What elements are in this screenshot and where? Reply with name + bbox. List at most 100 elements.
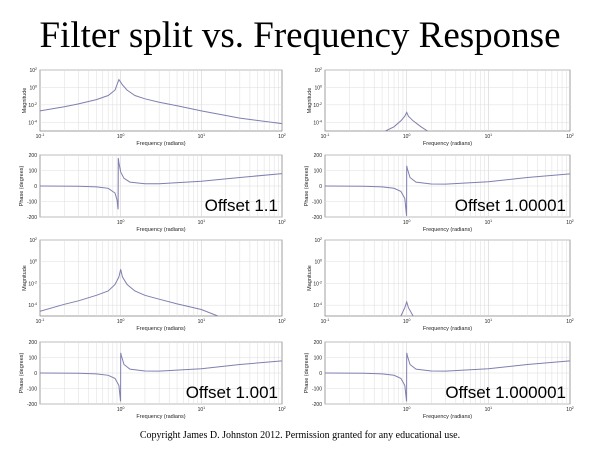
tick-base: 10 <box>485 220 491 226</box>
phase-y-tick-label: -100 <box>27 200 37 206</box>
magnitude-y-axis-label: Magnitude <box>307 88 313 114</box>
magnitude-curve <box>385 111 428 131</box>
phase-curve <box>39 352 283 402</box>
magnitude-x-tick-label: 101 <box>485 318 493 325</box>
magnitude-y-tick-label: 100 <box>314 259 322 266</box>
tick-base: 10 <box>313 281 319 287</box>
tick-base: 10 <box>314 260 320 266</box>
magnitude-x-tick-label: 101 <box>198 318 206 325</box>
phase-x-tick-label: 101 <box>485 406 493 413</box>
tick-exponent: 1 <box>490 219 492 223</box>
tick-exponent: 2 <box>284 219 286 223</box>
magnitude-y-tick-label: 10-4 <box>28 302 37 309</box>
tick-exponent: -2 <box>34 102 37 106</box>
magnitude-plot-area <box>324 239 571 317</box>
phase-y-axis-label: Phase (degrees) <box>19 166 25 207</box>
magnitude-y-axis-label: Magnitude <box>22 265 28 291</box>
tick-exponent: 0 <box>122 318 124 322</box>
phase-x-axis-label: Frequency (radians) <box>423 227 472 233</box>
phase-y-axis-label: Phase (degrees) <box>304 353 310 394</box>
tick-base: 10 <box>313 303 319 309</box>
tick-exponent: -4 <box>319 119 322 123</box>
tick-exponent: 0 <box>408 406 410 410</box>
tick-base: 10 <box>321 134 327 140</box>
tick-exponent: 2 <box>320 67 322 71</box>
magnitude-x-tick-label: 102 <box>278 318 286 325</box>
phase-y-tick-label: 0 <box>34 371 37 377</box>
magnitude-y-tick-label: 10-4 <box>313 302 322 309</box>
magnitude-x-tick-label: 101 <box>485 133 493 140</box>
magnitude-y-axis-label: Magnitude <box>307 265 313 291</box>
tick-exponent: -1 <box>41 133 44 137</box>
phase-y-tick-label: -200 <box>312 215 322 221</box>
tick-base: 10 <box>313 120 319 126</box>
tick-exponent: 2 <box>320 237 322 241</box>
magnitude-curve <box>400 300 414 316</box>
phase-y-tick-label: 0 <box>319 371 322 377</box>
tick-exponent: 0 <box>122 406 124 410</box>
tick-base: 10 <box>313 103 319 109</box>
magnitude-y-tick-label: 10-2 <box>313 280 322 287</box>
magnitude-x-tick-label: 102 <box>278 133 286 140</box>
tick-base: 10 <box>566 220 572 226</box>
tick-base: 10 <box>198 220 204 226</box>
phase-x-tick-label: 101 <box>485 219 493 226</box>
magnitude-x-tick-label: 100 <box>117 318 125 325</box>
magnitude-plot-area <box>324 69 571 132</box>
magnitude-y-axis-label: Magnitude <box>22 88 28 114</box>
tick-exponent: 0 <box>122 219 124 223</box>
magnitude-y-tick-label: 10-4 <box>28 119 37 126</box>
tick-exponent: 1 <box>203 133 205 137</box>
magnitude-x-tick-label: 100 <box>117 133 125 140</box>
tick-exponent: 2 <box>572 406 574 410</box>
magnitude-y-tick-label: 102 <box>314 237 322 244</box>
tick-exponent: 1 <box>490 406 492 410</box>
magnitude-curve <box>40 269 218 316</box>
tick-exponent: -4 <box>34 119 37 123</box>
phase-y-tick-label: -200 <box>27 215 37 221</box>
phase-y-tick-label: -100 <box>27 387 37 393</box>
tick-exponent: 2 <box>284 133 286 137</box>
tick-exponent: 0 <box>122 133 124 137</box>
magnitude-x-tick-label: 10-1 <box>321 133 330 140</box>
phase-curve <box>39 158 283 210</box>
slide-title: Filter split vs. Frequency Response <box>39 15 561 56</box>
magnitude-y-tick-label: 102 <box>29 67 37 74</box>
magnitude-x-axis-label: Frequency (radians) <box>136 141 185 147</box>
tick-exponent: -1 <box>326 133 329 137</box>
magnitude-x-tick-label: 100 <box>403 318 411 325</box>
phase-y-tick-label: 0 <box>34 184 37 190</box>
tick-exponent: -2 <box>319 280 322 284</box>
tick-base: 10 <box>198 319 204 325</box>
offset-label: Offset 1.000001 <box>445 383 566 402</box>
tick-base: 10 <box>403 134 409 140</box>
tick-exponent: 2 <box>572 133 574 137</box>
tick-exponent: 1 <box>203 219 205 223</box>
tick-exponent: 0 <box>35 84 37 88</box>
phase-y-tick-label: -200 <box>27 402 37 408</box>
tick-base: 10 <box>403 407 409 413</box>
tick-base: 10 <box>566 407 572 413</box>
magnitude-x-tick-label: 100 <box>403 133 411 140</box>
magnitude-y-tick-label: 100 <box>314 84 322 91</box>
tick-base: 10 <box>278 407 284 413</box>
tick-exponent: 0 <box>320 84 322 88</box>
tick-base: 10 <box>314 238 320 244</box>
phase-x-tick-label: 101 <box>198 219 206 226</box>
tick-base: 10 <box>485 134 491 140</box>
magnitude-x-tick-label: 10-1 <box>36 133 45 140</box>
phase-x-tick-label: 100 <box>117 219 125 226</box>
tick-exponent: 2 <box>284 318 286 322</box>
magnitude-plot-area <box>39 69 283 132</box>
phase-x-axis-label: Frequency (radians) <box>136 414 185 420</box>
copyright-notice: Copyright James D. Johnston 2012. Permis… <box>139 430 461 441</box>
tick-base: 10 <box>403 319 409 325</box>
magnitude-x-tick-label: 10-1 <box>321 318 330 325</box>
tick-base: 10 <box>314 68 320 74</box>
phase-y-axis-label: Phase (degrees) <box>19 353 25 394</box>
